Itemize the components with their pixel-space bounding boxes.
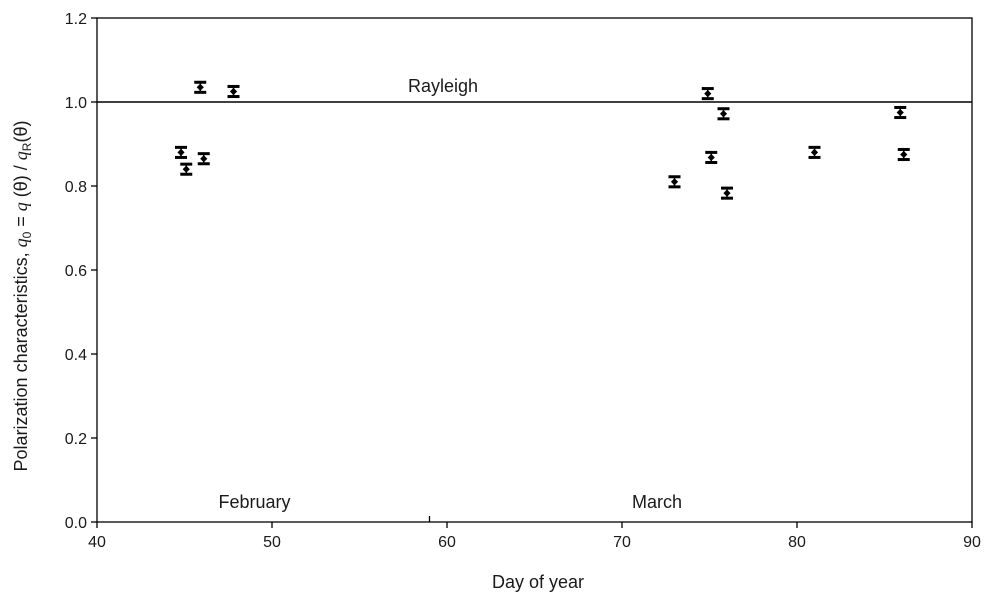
diamond-marker xyxy=(670,178,679,186)
diamond-marker xyxy=(723,189,731,197)
x-tick-label: 50 xyxy=(263,534,281,551)
data-point xyxy=(175,145,187,159)
y-tick-label: 0.8 xyxy=(65,179,87,196)
x-tick-label: 80 xyxy=(788,534,806,551)
diamond-marker xyxy=(704,90,712,98)
data-point xyxy=(668,175,681,189)
diamond-marker xyxy=(719,110,728,118)
data-point xyxy=(894,105,907,120)
plot-area xyxy=(96,17,973,523)
data-point xyxy=(180,162,193,176)
y-tick-label: 0.6 xyxy=(65,263,87,280)
x-tick-label: 40 xyxy=(88,534,106,551)
diamond-marker xyxy=(182,165,190,173)
data-points xyxy=(175,80,910,200)
data-point xyxy=(701,87,714,101)
diamond-marker xyxy=(900,150,908,159)
plot-border xyxy=(96,17,973,523)
x-tick-label: 60 xyxy=(438,534,456,551)
y-axis-title: Polarization characteristics, q0 = q (θ)… xyxy=(11,121,34,472)
month-label: February xyxy=(218,492,290,512)
diamond-marker xyxy=(810,148,819,156)
x-axis-title: Day of year xyxy=(492,572,584,592)
data-point xyxy=(897,147,910,162)
diamond-marker xyxy=(707,153,715,162)
diamond-marker xyxy=(229,87,238,96)
diamond-marker xyxy=(196,83,204,91)
data-point xyxy=(197,152,210,166)
data-point xyxy=(808,145,821,159)
x-tick-label: 90 xyxy=(963,534,981,551)
y-tick-label: 0.0 xyxy=(65,515,87,532)
data-point xyxy=(227,84,240,99)
rayleigh-label: Rayleigh xyxy=(408,76,478,96)
diamond-marker xyxy=(200,155,208,163)
x-tick-label: 70 xyxy=(613,534,631,551)
data-point xyxy=(721,186,733,200)
y-tick-label: 1.0 xyxy=(65,95,87,112)
y-tick-label: 0.4 xyxy=(65,347,87,364)
x-axis: 40 50 60 70 80 90 xyxy=(88,516,981,551)
data-point xyxy=(705,150,718,164)
y-axis: 0.0 0.2 0.4 0.6 0.8 1.0 1.2 xyxy=(65,11,97,532)
month-label: March xyxy=(632,492,682,512)
data-point xyxy=(717,107,730,121)
month-labels: February March xyxy=(218,492,682,512)
rayleigh-reference: Rayleigh xyxy=(97,76,972,103)
y-tick-label: 1.2 xyxy=(65,11,87,28)
data-point xyxy=(194,80,207,94)
diamond-marker xyxy=(896,108,904,117)
y-tick-label: 0.2 xyxy=(65,431,87,448)
diamond-marker xyxy=(177,148,185,156)
